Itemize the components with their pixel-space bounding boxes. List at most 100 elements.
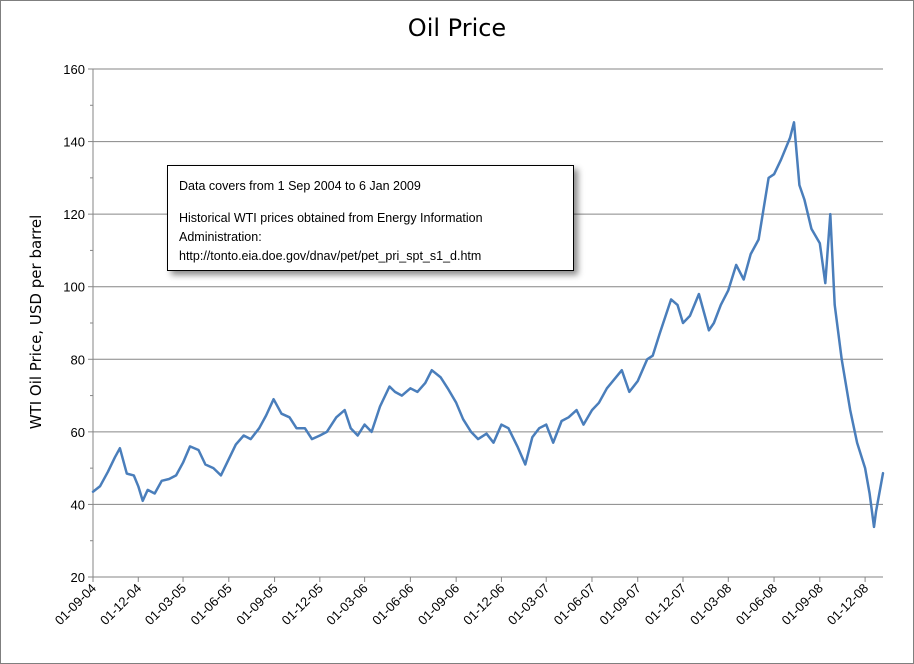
- data-point: [682, 322, 684, 324]
- data-point: [598, 402, 600, 404]
- data-point: [424, 382, 426, 384]
- data-point: [379, 405, 381, 407]
- data-point: [470, 431, 472, 433]
- data-point: [798, 184, 800, 186]
- x-tick-label: 01-06-06: [369, 581, 416, 628]
- data-point: [757, 238, 759, 240]
- data-point: [492, 442, 494, 444]
- y-tick-label: 140: [63, 135, 85, 150]
- data-point: [545, 423, 547, 425]
- data-point: [168, 478, 170, 480]
- data-point: [416, 391, 418, 393]
- data-point: [250, 438, 252, 440]
- data-point: [311, 438, 313, 440]
- y-tick-label: 20: [71, 570, 85, 585]
- data-point: [142, 500, 144, 502]
- data-point: [531, 436, 533, 438]
- data-point: [335, 416, 337, 418]
- data-point: [485, 433, 487, 435]
- data-point: [868, 492, 870, 494]
- data-point: [107, 471, 109, 473]
- gridlines: [93, 68, 883, 505]
- data-point: [228, 458, 230, 460]
- data-point: [204, 463, 206, 465]
- x-tick-label: 01-03-07: [505, 581, 552, 628]
- data-point: [326, 431, 328, 433]
- data-point: [212, 467, 214, 469]
- data-point: [720, 304, 722, 306]
- data-point: [288, 416, 290, 418]
- x-tick-label: 01-06-08: [733, 581, 780, 628]
- x-tick-label: 01-09-06: [415, 581, 462, 628]
- data-point: [735, 264, 737, 266]
- data-point: [882, 472, 884, 474]
- data-point: [658, 333, 660, 335]
- y-tick-labels: 20 40 60 80 100 120 140 160: [63, 62, 85, 585]
- data-point: [767, 177, 769, 179]
- data-point: [304, 427, 306, 429]
- data-point: [154, 492, 156, 494]
- data-point: [780, 159, 782, 161]
- data-point: [560, 420, 562, 422]
- data-point: [810, 228, 812, 230]
- data-point: [873, 526, 875, 528]
- data-point: [440, 376, 442, 378]
- x-tick-label: 01-12-08: [824, 581, 871, 628]
- data-point: [841, 358, 843, 360]
- annotation-line-4: http://tonto.eia.doe.gov/dnav/pet/pet_pr…: [179, 249, 482, 263]
- data-point: [606, 387, 608, 389]
- x-tick-labels: 01-09-0401-12-0401-03-0501-06-0501-09-05…: [52, 581, 872, 628]
- data-point: [591, 409, 593, 411]
- annotation-line-2: Historical WTI prices obtained from Ener…: [179, 211, 483, 225]
- chart-title: Oil Price: [407, 14, 507, 42]
- data-point: [272, 398, 274, 400]
- x-tick-label: 01-09-04: [52, 581, 99, 628]
- data-point: [713, 322, 715, 324]
- data-point: [137, 485, 139, 487]
- x-tick-label: 01-12-05: [279, 581, 326, 628]
- data-point: [394, 391, 396, 393]
- data-point: [856, 442, 858, 444]
- data-point: [834, 304, 836, 306]
- data-point: [295, 427, 297, 429]
- data-point: [698, 293, 700, 295]
- data-point: [175, 474, 177, 476]
- data-point: [646, 358, 648, 360]
- data-point: [773, 173, 775, 175]
- data-point: [538, 427, 540, 429]
- x-tick-label: 01-12-06: [460, 581, 507, 628]
- data-point: [824, 282, 826, 284]
- annotation-line-3: Administration:: [179, 230, 262, 244]
- series-line-wti: [91, 121, 885, 529]
- data-point: [819, 242, 821, 244]
- data-point: [875, 511, 877, 513]
- series-group: [91, 121, 885, 529]
- x-tick-label: 01-03-05: [142, 581, 189, 628]
- data-point: [114, 456, 116, 458]
- x-tick-label: 01-12-07: [642, 581, 689, 628]
- data-point: [793, 121, 795, 123]
- data-point: [750, 253, 752, 255]
- data-point: [319, 434, 321, 436]
- data-point: [147, 489, 149, 491]
- data-point: [388, 385, 390, 387]
- data-point: [864, 467, 866, 469]
- data-point: [670, 298, 672, 300]
- y-tick-label: 60: [71, 425, 85, 440]
- y-tick-label: 160: [63, 62, 85, 77]
- data-point: [462, 418, 464, 420]
- y-tick-label: 120: [63, 207, 85, 222]
- data-point: [516, 445, 518, 447]
- data-point: [363, 423, 365, 425]
- data-point: [567, 416, 569, 418]
- data-point: [258, 427, 260, 429]
- data-point: [849, 409, 851, 411]
- data-point: [803, 198, 805, 200]
- data-point: [637, 380, 639, 382]
- data-point: [621, 369, 623, 371]
- y-tick-label: 100: [63, 280, 85, 295]
- data-point: [447, 387, 449, 389]
- annotation-box: Data covers from 1 Sep 2004 to 6 Jan 200…: [167, 165, 574, 271]
